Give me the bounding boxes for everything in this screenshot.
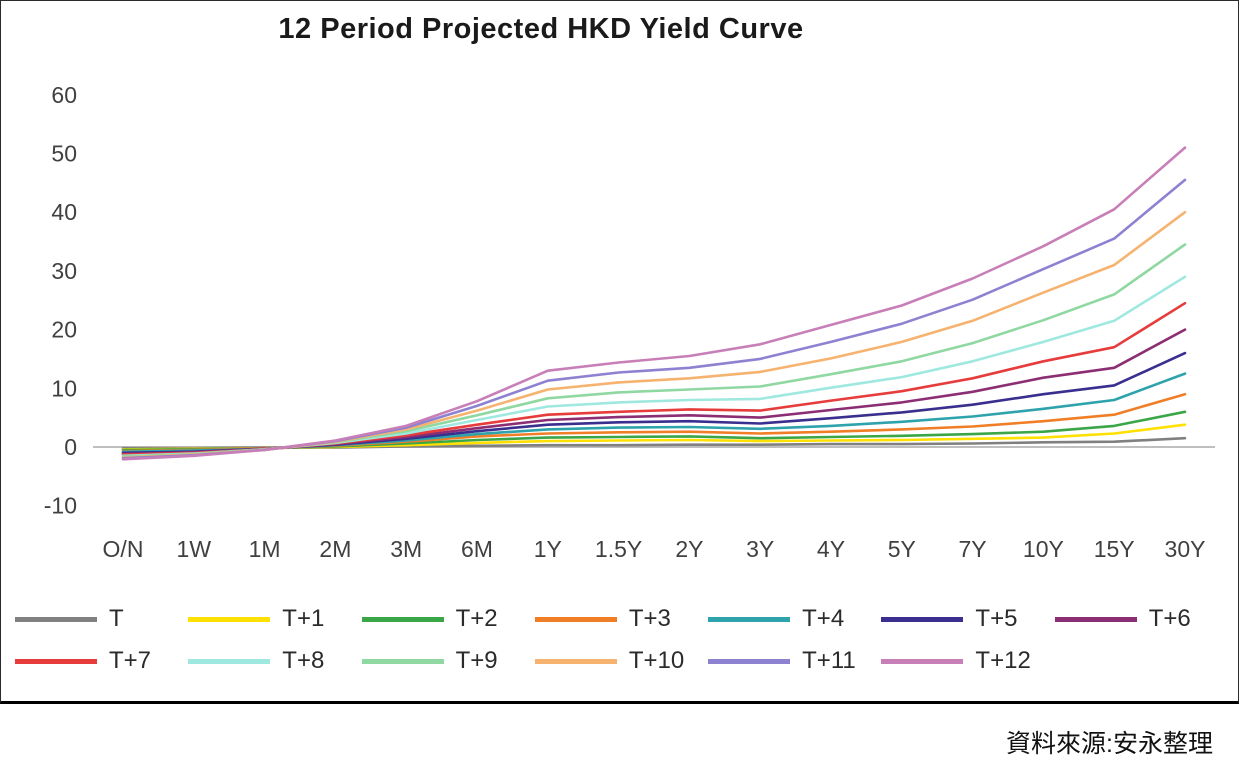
legend-item-Tplus8: T+8 bbox=[188, 645, 357, 677]
legend-label: T+11 bbox=[802, 647, 856, 674]
x-axis-tick-label: 15Y bbox=[1094, 536, 1135, 562]
legend-swatch-icon bbox=[534, 658, 617, 664]
x-axis-tick-label: 1W bbox=[177, 536, 212, 562]
legend-label: T bbox=[109, 605, 124, 632]
x-axis-tick-label: 2Y bbox=[675, 536, 703, 562]
legend-label: T+9 bbox=[455, 647, 498, 674]
legend-item-Tplus6: T+6 bbox=[1054, 603, 1224, 635]
legend-item-Tplus2: T+2 bbox=[361, 603, 531, 635]
x-axis-tick-label: 30Y bbox=[1165, 536, 1206, 562]
legend-label: T+4 bbox=[802, 605, 845, 632]
x-axis-tick-label: 4Y bbox=[817, 536, 845, 562]
legend-label: T+8 bbox=[282, 647, 325, 674]
x-axis-tick-label: 2M bbox=[319, 536, 351, 562]
legend-swatch-icon bbox=[534, 616, 617, 622]
legend-item-Tplus1: T+1 bbox=[188, 603, 357, 635]
y-axis-tick-label: 60 bbox=[51, 82, 77, 108]
legend-label: T+10 bbox=[628, 647, 685, 674]
legend-item-Tplus7: T+7 bbox=[15, 645, 184, 677]
legend-item-Tplus10: T+10 bbox=[534, 645, 704, 677]
y-axis-tick-label: 0 bbox=[64, 434, 77, 460]
y-axis-tick-label: 30 bbox=[51, 258, 77, 284]
y-axis-tick-label: 40 bbox=[51, 199, 77, 225]
x-axis-tick-label: 5Y bbox=[888, 536, 916, 562]
series-line-Tplus12 bbox=[121, 146, 1187, 461]
legend-swatch-icon bbox=[361, 616, 444, 622]
legend-label: T+7 bbox=[109, 647, 152, 674]
legend-item-Tplus3: T+3 bbox=[534, 603, 704, 635]
legend-label: T+12 bbox=[975, 647, 1031, 674]
legend-swatch-icon bbox=[188, 658, 271, 664]
x-axis-tick-label: O/N bbox=[103, 536, 144, 562]
legend-item-Tplus5: T+5 bbox=[881, 603, 1050, 635]
legend-swatch-icon bbox=[188, 616, 271, 622]
legend-label: T+3 bbox=[628, 605, 671, 632]
x-axis-tick-label: 1Y bbox=[534, 536, 562, 562]
legend-item-Tplus9: T+9 bbox=[361, 645, 531, 677]
legend-item-Tplus12: T+12 bbox=[881, 645, 1050, 677]
x-axis-tick-label: 6M bbox=[461, 536, 493, 562]
y-axis-tick-label: -10 bbox=[44, 493, 77, 519]
legend-label: T+2 bbox=[455, 605, 498, 632]
x-axis-tick-label: 3M bbox=[390, 536, 422, 562]
legend-item-T: T bbox=[15, 603, 184, 635]
source-note: 資料來源:安永整理 bbox=[1006, 730, 1213, 758]
legend-swatch-icon bbox=[881, 616, 964, 622]
legend-label: T+5 bbox=[975, 605, 1018, 632]
legend-item-Tplus11: T+11 bbox=[708, 645, 877, 677]
x-axis-tick-label: 1.5Y bbox=[595, 536, 642, 562]
legend-swatch-icon bbox=[708, 616, 791, 622]
legend-swatch-icon bbox=[361, 658, 444, 664]
yield-curve-plot-area: 60 50 40 30 20 10 0 -10 O/N 1W 1M 2M 3M 6M 1Y 1.5Y 2Y 3Y 4… bbox=[44, 82, 1215, 562]
chart-legend: T T+1 T+2 T+3 T+4 T+5 T+6 T+7 T+8 T+9 T+10 T+11 T+12 bbox=[15, 603, 1224, 677]
x-axis-tick-label: 7Y bbox=[959, 536, 987, 562]
x-axis-tick-label: 3Y bbox=[746, 536, 774, 562]
legend-swatch-icon bbox=[1054, 616, 1137, 622]
legend-swatch-icon bbox=[881, 658, 964, 664]
legend-swatch-icon bbox=[15, 616, 97, 622]
y-axis-tick-label: 10 bbox=[51, 375, 77, 401]
chart-title: 12 Period Projected HKD Yield Curve bbox=[278, 13, 804, 45]
legend-label: T+6 bbox=[1148, 605, 1191, 632]
legend-swatch-icon bbox=[708, 658, 791, 664]
y-axis-tick-label: 50 bbox=[51, 141, 77, 167]
x-axis-tick-label: 10Y bbox=[1023, 536, 1064, 562]
y-axis-tick-label: 20 bbox=[51, 317, 77, 343]
x-axis-tick-label: 1M bbox=[249, 536, 281, 562]
legend-swatch-icon bbox=[15, 658, 97, 664]
legend-item-Tplus4: T+4 bbox=[708, 603, 877, 635]
legend-label: T+1 bbox=[282, 605, 325, 632]
yield-curve-chart-panel: 12 Period Projected HKD Yield Curve 60 50… bbox=[0, 0, 1239, 704]
